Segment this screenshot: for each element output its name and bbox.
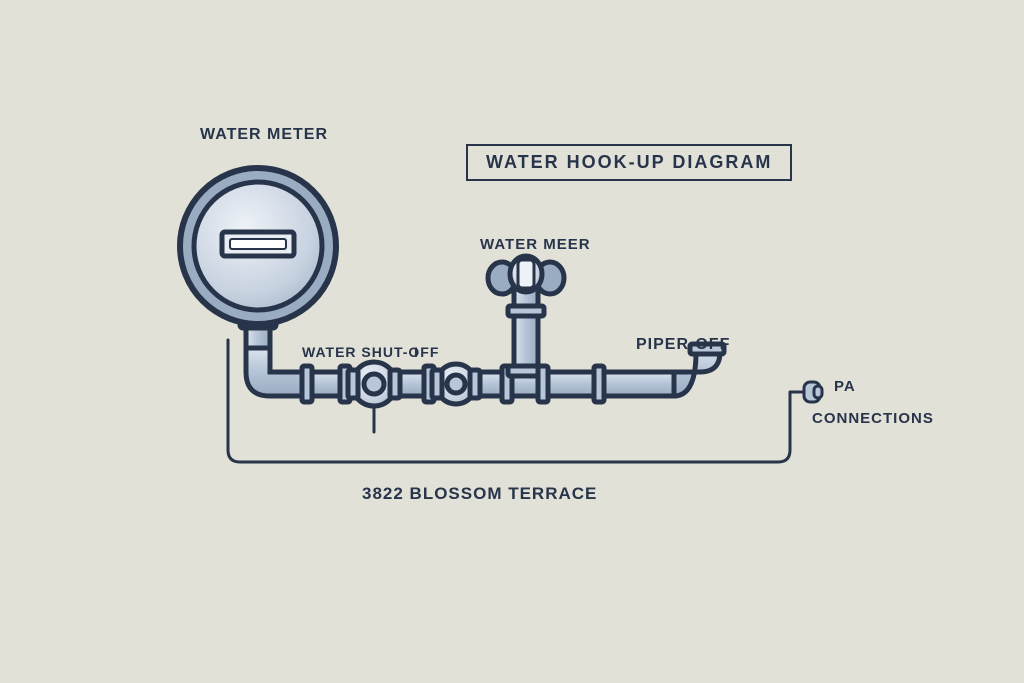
label-water-meer: WATER MEER <box>480 236 591 253</box>
label-connections: CONNECTIONS <box>812 410 934 427</box>
water-meter-gauge <box>180 168 336 350</box>
label-pa: PA <box>834 378 856 395</box>
label-shutoff-i: I <box>414 344 419 360</box>
diagram-title-box: WATER HOOK-UP DIAGRAM <box>466 144 792 181</box>
diagram-title-text: WATER HOOK-UP DIAGRAM <box>486 152 772 172</box>
label-piper-off: PIPER-OFF <box>636 336 730 354</box>
pa-connector <box>804 382 822 402</box>
label-address: 3822 BLOSSOM TERRACE <box>362 484 597 504</box>
tap-handle <box>488 256 564 316</box>
label-water-meter: WATER METER <box>200 126 328 144</box>
diagram-stage: WATER HOOK-UP DIAGRAM WATER METER WATER … <box>0 0 1024 683</box>
plumbing-diagram-svg <box>0 0 1024 683</box>
